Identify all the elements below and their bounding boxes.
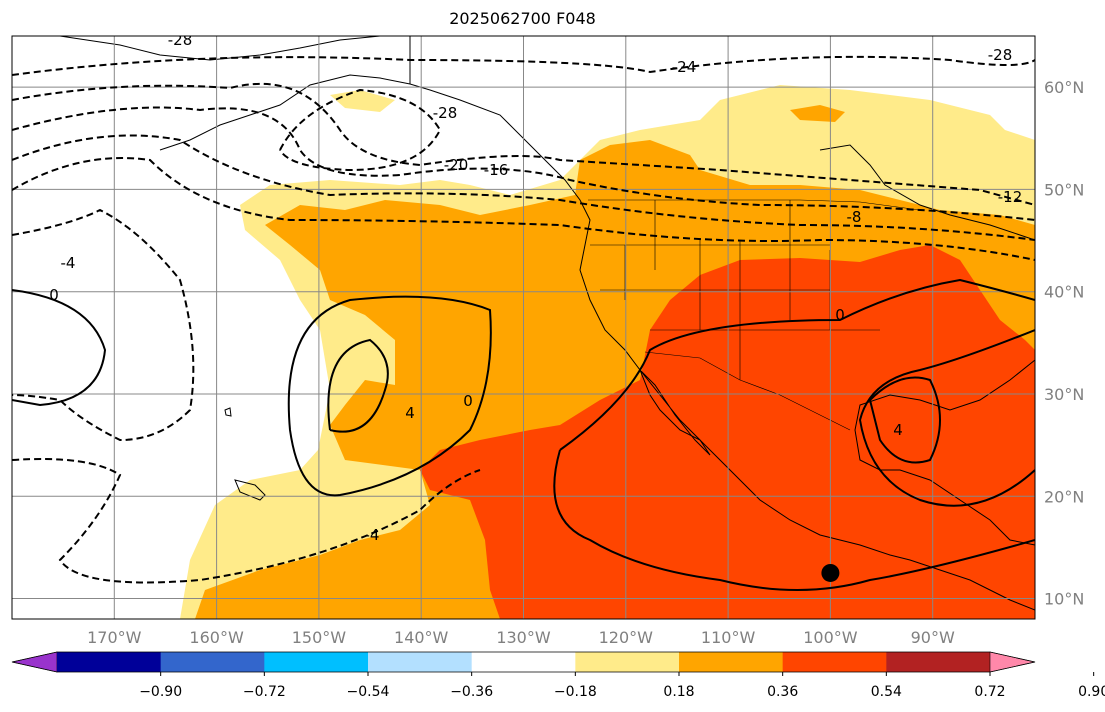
lat-tick-label: 10°N: [1044, 590, 1084, 609]
lat-tick-label: 20°N: [1044, 487, 1084, 506]
lat-tick-label: 40°N: [1044, 283, 1084, 302]
contour-label: -24: [672, 58, 697, 76]
contour-solid: [553, 449, 1035, 591]
contour-solid: [559, 278, 1035, 451]
contour-label: -16: [484, 161, 509, 179]
lon-tick-label: 110°W: [701, 628, 756, 647]
contour-solid: [858, 329, 1035, 507]
anomaly-fill-yellow-small: [330, 90, 395, 112]
contour-label: 4: [893, 421, 903, 439]
colorbar-swatch: [57, 652, 162, 672]
lon-tick-label: 100°W: [803, 628, 858, 647]
contour-solid: [12, 289, 107, 407]
colorbar-extend-low: [11, 651, 58, 673]
lat-tick-label: 30°N: [1044, 385, 1084, 404]
contour-label: -12: [998, 188, 1023, 206]
colorbar-tick-label: 0.36: [767, 684, 798, 700]
colorbar-outline: [11, 651, 1036, 673]
contour-dashed: [12, 134, 1035, 241]
colorbar-swatch: [160, 652, 265, 672]
colorbar-swatch: [886, 652, 991, 672]
coastline-gulf: [854, 359, 1035, 546]
gridline-layer: [12, 36, 1035, 619]
border-canada-us: [588, 199, 921, 211]
contour-label: -28: [168, 31, 193, 49]
coastline-hawaii: [224, 407, 232, 417]
contour-label: -20: [444, 156, 469, 174]
lon-tick-label: 140°W: [394, 628, 449, 647]
map-frame: [11, 35, 1036, 620]
contour-label: -28: [433, 104, 458, 122]
border-states-rows: [590, 244, 880, 331]
colorbar-swatch: [575, 652, 680, 672]
colorbar-swatch: [782, 652, 887, 672]
contour-layer: [12, 55, 1035, 591]
lon-tick-label: 170°W: [87, 628, 142, 647]
lon-tick-label: 130°W: [496, 628, 551, 647]
colorbar-tick-label: −0.90: [139, 684, 182, 700]
border-us-mexico: [644, 351, 851, 431]
lat-tick-label: 50°N: [1044, 180, 1084, 199]
coastline-north-america: [409, 36, 1035, 611]
contour-dashed: [12, 208, 195, 442]
lon-tick-label: 90°W: [911, 628, 955, 647]
colorbar-tick-label: 0.54: [871, 684, 902, 700]
coastline-canada-east: [819, 144, 1035, 241]
anomaly-fill-red: [420, 245, 1035, 619]
lon-tick-label: 120°W: [599, 628, 654, 647]
contour-label: 0: [463, 392, 473, 410]
colorbar-swatch: [471, 652, 576, 672]
lon-tick-label: 150°W: [292, 628, 347, 647]
contour-dashed: [279, 88, 442, 172]
contour-label: -4: [365, 526, 380, 544]
coastline-baja: [639, 369, 711, 456]
contour-label: -4: [61, 254, 76, 272]
contour-dashed: [12, 157, 1035, 261]
location-marker: [821, 563, 840, 582]
colorbar-tick-label: 0.90: [1078, 684, 1105, 700]
colorbar: [11, 651, 1095, 676]
contour-label: -28: [988, 46, 1013, 64]
colorbar-extend-high: [989, 651, 1036, 673]
contour-label: 4: [405, 404, 415, 422]
lat-axis-labels: 60°N 50°N 40°N 30°N 20°N 10°N: [1044, 78, 1084, 608]
colorbar-tick-labels: −0.90 −0.72 −0.54 −0.36 −0.18 0.18 0.36 0.54 0.7…: [139, 684, 1105, 700]
colorbar-tick-label: −0.54: [347, 684, 390, 700]
colorbar-swatch: [264, 652, 369, 672]
contour-solid: [868, 376, 941, 464]
colorbar-tick-label: 0.18: [663, 684, 694, 700]
colorbar-swatch: [368, 652, 473, 672]
contour-dashed: [12, 106, 1035, 221]
contour-label: -8: [847, 208, 862, 226]
colorbar-tick-label: 0.72: [974, 684, 1005, 700]
contour-solid: [327, 338, 389, 433]
coastline-layer: [59, 36, 1035, 611]
lon-axis-labels: 170°W 160°W 150°W 140°W 130°W 120°W 110°W 100°W…: [87, 628, 955, 647]
colorbar-swatch: [679, 652, 784, 672]
contour-dashed: [12, 82, 1035, 206]
lon-tick-label: 160°W: [189, 628, 244, 647]
contour-label: 0: [835, 306, 845, 324]
coastline-revillagigedo: [234, 479, 266, 501]
coastline-alaska: [159, 74, 411, 151]
colorbar-tick-label: −0.36: [450, 684, 493, 700]
contour-label: 0: [49, 286, 59, 304]
contour-dashed: [12, 55, 1035, 76]
colorbar-tick-label: −0.72: [243, 684, 286, 700]
anomaly-fill-orange-north: [790, 105, 845, 122]
map-title: 2025062700 F048: [449, 9, 596, 28]
colorbar-tick-label: −0.18: [554, 684, 597, 700]
contour-solid: [287, 295, 492, 497]
lat-tick-label: 60°N: [1044, 78, 1084, 97]
